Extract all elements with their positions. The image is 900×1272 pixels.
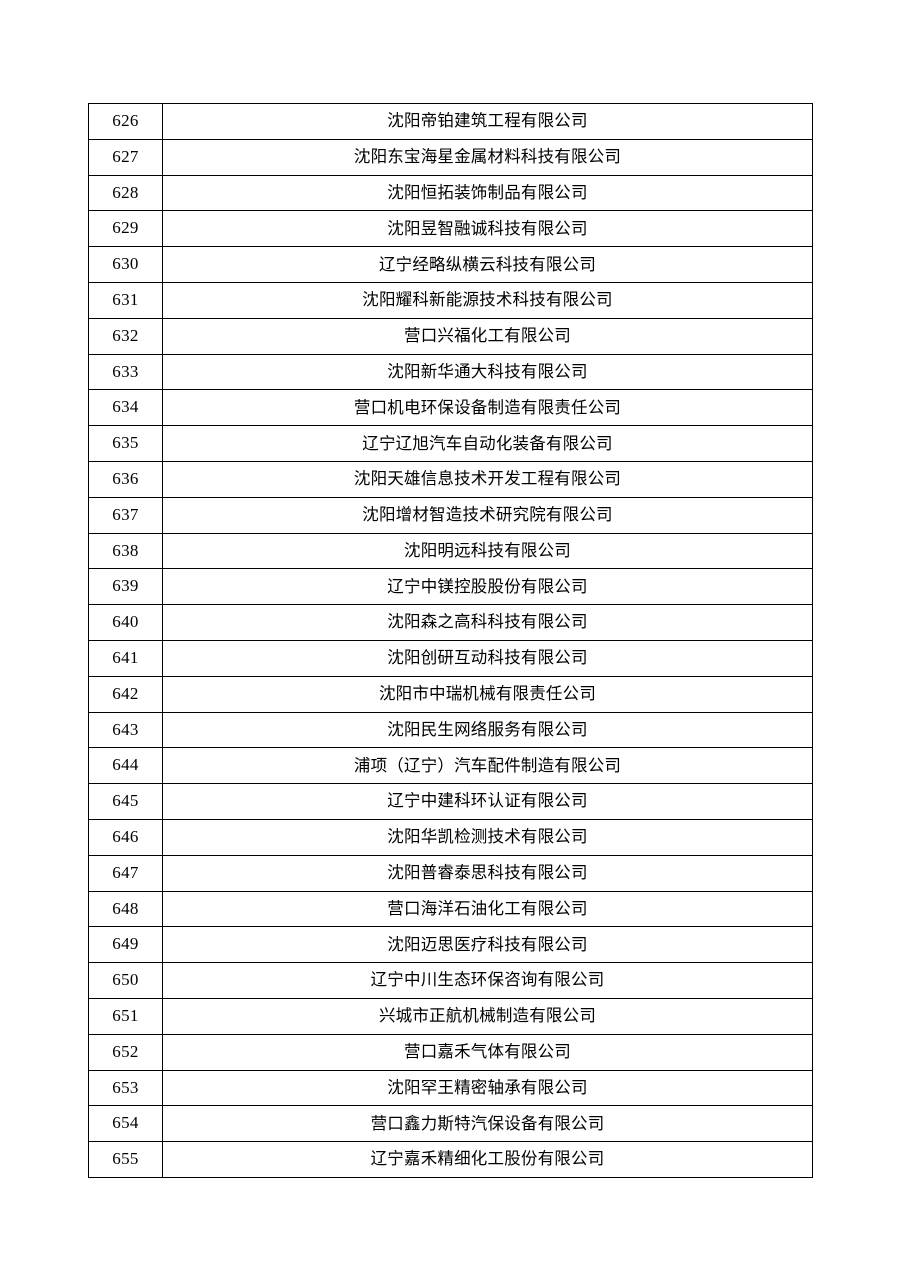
table-row: 653 沈阳罕王精密轴承有限公司: [88, 1069, 813, 1107]
company-name-cell: 沈阳罕王精密轴承有限公司: [162, 1069, 813, 1107]
row-index-cell: 638: [88, 532, 163, 570]
company-name-cell: 兴城市正航机械制造有限公司: [162, 997, 813, 1035]
row-index-cell: 627: [88, 138, 163, 176]
company-name-cell: 营口鑫力斯特汽保设备有限公司: [162, 1105, 813, 1143]
table-row: 650 辽宁中川生态环保咨询有限公司: [88, 962, 813, 999]
table-row: 628 沈阳恒拓装饰制品有限公司: [88, 174, 813, 212]
row-index-cell: 626: [88, 103, 163, 140]
table-row: 635 辽宁辽旭汽车自动化装备有限公司: [88, 425, 813, 462]
company-name-cell: 营口兴福化工有限公司: [162, 317, 813, 355]
company-name-cell: 辽宁嘉禾精细化工股份有限公司: [162, 1141, 813, 1178]
table-row: 627 沈阳东宝海星金属材料科技有限公司: [88, 138, 813, 176]
row-index-cell: 628: [88, 174, 163, 212]
table-row: 638 沈阳明远科技有限公司: [88, 532, 813, 570]
row-index-cell: 654: [88, 1105, 163, 1143]
row-index-cell: 645: [88, 783, 163, 820]
table-row: 643 沈阳民生网络服务有限公司: [88, 711, 813, 749]
table-row: 633 沈阳新华通大科技有限公司: [88, 353, 813, 391]
company-name-cell: 辽宁中镁控股股份有限公司: [162, 568, 813, 606]
company-name-cell: 沈阳帝铂建筑工程有限公司: [162, 103, 813, 140]
table-row: 651 兴城市正航机械制造有限公司: [88, 997, 813, 1035]
company-name-cell: 辽宁辽旭汽车自动化装备有限公司: [162, 425, 813, 462]
company-name-cell: 沈阳森之高科科技有限公司: [162, 604, 813, 641]
company-listing-table: 626 沈阳帝铂建筑工程有限公司 627 沈阳东宝海星金属材料科技有限公司 628 沈阳恒…: [88, 103, 813, 1178]
row-index-cell: 629: [88, 210, 163, 248]
row-index-cell: 649: [88, 926, 163, 964]
table-row: 655 辽宁嘉禾精细化工股份有限公司: [88, 1141, 813, 1178]
company-name-cell: 沈阳新华通大科技有限公司: [162, 353, 813, 391]
row-index-cell: 640: [88, 604, 163, 641]
row-index-cell: 650: [88, 962, 163, 999]
company-name-cell: 辽宁经略纵横云科技有限公司: [162, 246, 813, 283]
row-index-cell: 655: [88, 1141, 163, 1178]
table-row: 647 沈阳普睿泰思科技有限公司: [88, 854, 813, 892]
table-row: 648 营口海洋石油化工有限公司: [88, 890, 813, 928]
row-index-cell: 644: [88, 747, 163, 785]
row-index-cell: 646: [88, 818, 163, 856]
table-row: 652 营口嘉禾气体有限公司: [88, 1033, 813, 1071]
company-name-cell: 浦项（辽宁）汽车配件制造有限公司: [162, 747, 813, 785]
company-name-cell: 沈阳天雄信息技术开发工程有限公司: [162, 460, 813, 498]
row-index-cell: 651: [88, 997, 163, 1035]
company-name-cell: 沈阳迈思医疗科技有限公司: [162, 926, 813, 964]
company-name-cell: 营口机电环保设备制造有限责任公司: [162, 389, 813, 427]
company-name-cell: 沈阳东宝海星金属材料科技有限公司: [162, 138, 813, 176]
table-row: 644 浦项（辽宁）汽车配件制造有限公司: [88, 747, 813, 785]
row-index-cell: 648: [88, 890, 163, 928]
row-index-cell: 630: [88, 246, 163, 283]
row-index-cell: 642: [88, 675, 163, 713]
company-name-cell: 沈阳民生网络服务有限公司: [162, 711, 813, 749]
table-row: 649 沈阳迈思医疗科技有限公司: [88, 926, 813, 964]
company-name-cell: 辽宁中川生态环保咨询有限公司: [162, 962, 813, 999]
row-index-cell: 643: [88, 711, 163, 749]
table-row: 629 沈阳昱智融诚科技有限公司: [88, 210, 813, 248]
company-name-cell: 营口嘉禾气体有限公司: [162, 1033, 813, 1071]
company-name-cell: 沈阳增材智造技术研究院有限公司: [162, 496, 813, 534]
row-index-cell: 652: [88, 1033, 163, 1071]
company-name-cell: 沈阳华凯检测技术有限公司: [162, 818, 813, 856]
company-name-cell: 沈阳恒拓装饰制品有限公司: [162, 174, 813, 212]
row-index-cell: 641: [88, 639, 163, 677]
table-row: 634 营口机电环保设备制造有限责任公司: [88, 389, 813, 427]
row-index-cell: 635: [88, 425, 163, 462]
company-name-cell: 沈阳创研互动科技有限公司: [162, 639, 813, 677]
company-name-cell: 营口海洋石油化工有限公司: [162, 890, 813, 928]
table-body: 626 沈阳帝铂建筑工程有限公司 627 沈阳东宝海星金属材料科技有限公司 628 沈阳恒…: [88, 103, 813, 1178]
table-row: 654 营口鑫力斯特汽保设备有限公司: [88, 1105, 813, 1143]
company-listing-table-container: 626 沈阳帝铂建筑工程有限公司 627 沈阳东宝海星金属材料科技有限公司 628 沈阳恒…: [88, 103, 813, 1178]
table-row: 645 辽宁中建科环认证有限公司: [88, 783, 813, 820]
table-row: 640 沈阳森之高科科技有限公司: [88, 604, 813, 641]
table-row: 637 沈阳增材智造技术研究院有限公司: [88, 496, 813, 534]
row-index-cell: 653: [88, 1069, 163, 1107]
row-index-cell: 637: [88, 496, 163, 534]
company-name-cell: 辽宁中建科环认证有限公司: [162, 783, 813, 820]
table-row: 631 沈阳耀科新能源技术科技有限公司: [88, 281, 813, 319]
table-row: 636 沈阳天雄信息技术开发工程有限公司: [88, 460, 813, 498]
row-index-cell: 632: [88, 317, 163, 355]
row-index-cell: 633: [88, 353, 163, 391]
table-row: 641 沈阳创研互动科技有限公司: [88, 639, 813, 677]
table-row: 646 沈阳华凯检测技术有限公司: [88, 818, 813, 856]
company-name-cell: 沈阳普睿泰思科技有限公司: [162, 854, 813, 892]
company-name-cell: 沈阳昱智融诚科技有限公司: [162, 210, 813, 248]
row-index-cell: 634: [88, 389, 163, 427]
row-index-cell: 639: [88, 568, 163, 606]
row-index-cell: 636: [88, 460, 163, 498]
company-name-cell: 沈阳耀科新能源技术科技有限公司: [162, 281, 813, 319]
row-index-cell: 631: [88, 281, 163, 319]
table-row: 630 辽宁经略纵横云科技有限公司: [88, 246, 813, 283]
row-index-cell: 647: [88, 854, 163, 892]
company-name-cell: 沈阳市中瑞机械有限责任公司: [162, 675, 813, 713]
table-row: 639 辽宁中镁控股股份有限公司: [88, 568, 813, 606]
table-row: 626 沈阳帝铂建筑工程有限公司: [88, 103, 813, 140]
table-row: 642 沈阳市中瑞机械有限责任公司: [88, 675, 813, 713]
table-row: 632 营口兴福化工有限公司: [88, 317, 813, 355]
company-name-cell: 沈阳明远科技有限公司: [162, 532, 813, 570]
